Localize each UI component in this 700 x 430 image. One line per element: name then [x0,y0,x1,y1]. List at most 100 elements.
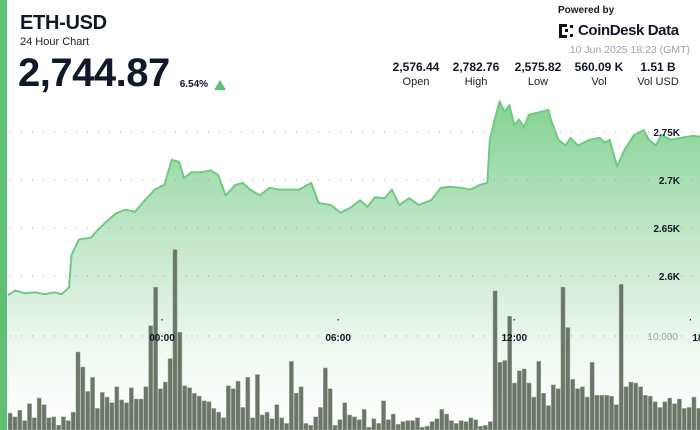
volume-bar [614,404,619,430]
volume-bar [22,420,27,430]
volume-bar [7,412,13,430]
volume-bar [512,382,517,430]
volume-bar [240,407,246,430]
volume-bar [221,417,226,430]
volume-bar [250,417,255,430]
volume-bar [599,394,605,430]
volume-bar [541,393,546,430]
price-tick-label: 2.6K [659,272,681,283]
volume-bar [323,367,328,430]
accent-strip [0,0,7,430]
volume-bar [400,421,406,430]
stat-value: 1.51 B [640,60,676,74]
stat-vol-usd: 1.51 B Vol USD [629,60,687,88]
volume-bar [662,401,668,430]
volume-bar [594,394,600,430]
volume-bar [429,421,435,430]
volume-bar [70,411,76,430]
timestamp: 10 Jun 2025 18:23 (GMT) [569,44,690,56]
volume-bar [371,418,377,430]
volume-bar [284,423,289,430]
volume-bar [681,408,687,430]
volume-bar [686,407,692,430]
volume-bar [289,361,294,430]
volume-bar [609,395,614,430]
volume-bar [109,402,115,430]
volume-bar [327,388,333,430]
volume-bar [65,420,71,430]
price-line [7,100,700,297]
volume-bar [172,249,178,430]
volume-bar [158,388,163,430]
volume-bar [206,401,212,430]
volume-bar [390,413,396,430]
volume-bar [395,424,401,430]
price-tick-label: 2.7K [659,176,681,187]
volume-bar [230,388,236,430]
volume-bar [361,409,367,430]
volume-bar [12,416,18,430]
volume-bar [347,414,352,430]
volume-bar [560,286,566,430]
volume-bar [584,396,590,430]
volume-bar [337,419,343,430]
volume-bar [332,425,338,430]
volume-bar [211,408,217,430]
volume-bar [245,377,251,430]
volume-bar [133,398,139,430]
volume-bar [298,386,304,430]
volume-bar [517,370,522,430]
volume-bar [177,331,183,430]
volume-bar [226,385,231,430]
volume-bar [114,386,120,430]
volume-bar [80,366,86,430]
volume-bar [274,404,280,430]
volume-bar [555,388,561,430]
volume-bar [628,381,634,430]
volume-bar [405,420,411,430]
volume-bar [279,417,285,430]
volume-bar [90,377,95,430]
volume-bar [492,290,498,430]
volume-bar [119,399,125,430]
volume-bar [647,395,653,430]
volume-bar [604,394,609,430]
volume-bar [61,416,66,430]
stat-low: 2,575.82 Low [509,60,567,88]
current-price: 2,744.87 [18,51,170,95]
stat-label: Open [402,76,430,88]
volume-bar [32,417,37,430]
volume-bar [143,386,149,430]
volume-bar [580,386,585,430]
volume-bar [463,421,469,430]
volume-bar [216,411,222,430]
volume-bar [308,425,314,430]
price-tick-label: 2.65K [653,224,680,235]
volume-bar [672,403,677,430]
volume-bar [95,408,100,430]
volume-bar [352,416,357,430]
volume-bar [521,368,527,430]
volume-bar [46,417,52,430]
volume-bar [623,386,629,430]
stat-label: High [464,76,488,88]
price-tick-label: 2.75K [653,128,680,139]
volume-bar [526,382,532,430]
time-tick-label: 06:00 [325,333,351,344]
volume-bar [589,362,595,430]
volume-bar [618,284,624,430]
volume-bar [104,396,110,430]
volume-bar [138,398,144,430]
volume-bar [424,425,430,430]
volume-bar [633,382,639,430]
up-triangle-icon [214,80,227,90]
volume-bar [342,402,348,430]
volume-bar [415,417,420,430]
volume-bar [192,393,197,430]
volume-bar [546,405,551,430]
volume-bar [691,396,697,430]
volume-bar [162,381,168,430]
volume-bar [187,387,192,430]
volume-bar [497,362,503,430]
